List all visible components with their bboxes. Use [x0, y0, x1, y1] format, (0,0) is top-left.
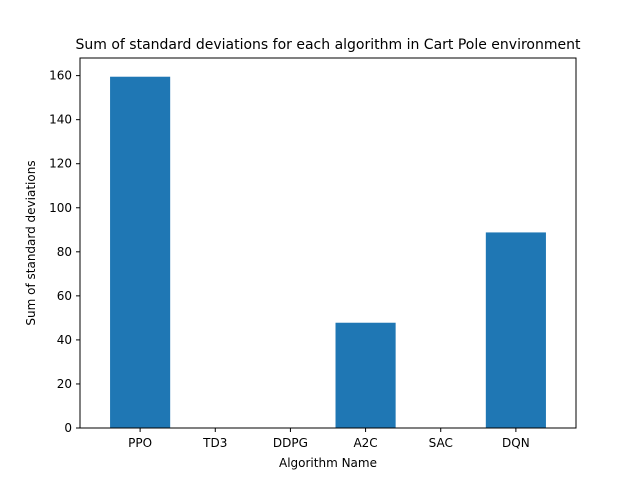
x-tick-label: A2C [353, 436, 377, 450]
y-tick-label: 120 [49, 157, 72, 171]
y-tick-label: 40 [57, 333, 72, 347]
chart-title: Sum of standard deviations for each algo… [76, 37, 581, 53]
y-tick-label: 0 [64, 421, 72, 435]
y-tick-label: 60 [57, 289, 72, 303]
y-axis-label: Sum of standard deviations [24, 160, 38, 325]
y-tick-label: 160 [49, 69, 72, 83]
x-tick-label: TD3 [202, 436, 227, 450]
y-tick-label: 100 [49, 201, 72, 215]
x-tick-label: PPO [128, 436, 152, 450]
y-tick-label: 80 [57, 245, 72, 259]
x-axis-label: Algorithm Name [279, 456, 377, 470]
bar-ppo [110, 76, 171, 428]
x-tick-label: SAC [429, 436, 453, 450]
bar-dqn [485, 232, 546, 428]
y-tick-label: 140 [49, 113, 72, 127]
y-tick-label: 20 [57, 377, 72, 391]
x-axis: PPO TD3 DDPG A2C SAC DQN [128, 428, 530, 450]
bar-a2c [335, 322, 396, 428]
x-tick-label: DDPG [273, 436, 308, 450]
plot-frame [79, 57, 577, 429]
x-tick-label: DQN [502, 436, 530, 450]
bars-group [110, 76, 546, 428]
y-axis: 0 20 40 60 80 100 120 140 160 [49, 69, 80, 435]
